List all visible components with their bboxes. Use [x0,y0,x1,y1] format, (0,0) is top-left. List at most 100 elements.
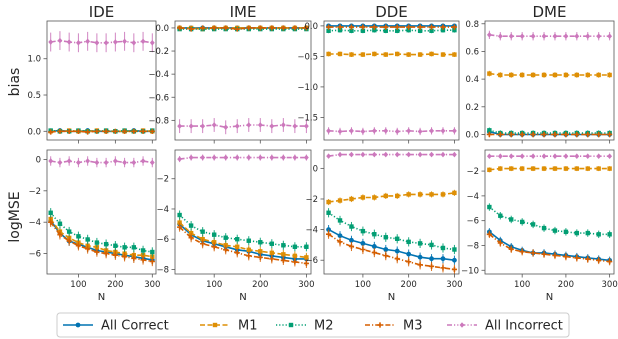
panel-r1-c0-point-m2 [122,245,127,250]
panel-r1-c1-point-m3 [269,256,275,262]
panel-r0-c1-ytick-label: −0.8 [148,116,169,126]
panel-r0-c0-point-m3 [66,128,72,134]
panel-r1-c3-point-all-incorrect [519,153,525,159]
panel-r0-c3-plot-area [486,30,613,138]
panel-r1-c2-point-all-incorrect [326,153,331,159]
panel-r0-c2-line-m1 [328,53,455,56]
panel-r1-c1-point-all-incorrect [177,156,183,162]
panel-r0-c3-point-m3 [574,131,580,138]
panel-r0-c2-point-m2 [440,27,446,33]
panel-r1-c1-point-m1 [258,249,263,254]
panel-r1-c2-plot-area [325,151,458,274]
panel-r1-c2-point-all-incorrect [417,151,423,158]
panel-r0-c2-point-m2 [326,28,331,33]
panel-r1-c0-point-m2 [57,221,63,226]
panel-r0-c0-point-all-incorrect [94,39,100,46]
panel-r1-c1-ytick-label: −2 [156,175,169,185]
panel-r1-c0-point-all-incorrect [94,159,100,166]
panel-r1-c1-point-m3 [246,253,252,259]
panel-r1-c1-point-m3 [188,235,194,241]
panel-r0-c3-ytick-label: 0.8 [465,20,479,30]
panel-r0-c2-point-m2 [349,28,354,33]
panel-r1-c3-point-m2 [530,222,536,227]
panel-r1-c0-point-m3 [75,243,82,249]
panel-r1-c0-xlabel: N [98,292,105,303]
panel-r1-c3-point-all-incorrect [585,153,591,159]
panel-r0-c2-point-all-incorrect [326,128,331,134]
panel-r0-c3-point-all-incorrect [596,33,602,40]
panel-r0-c2-point-m3 [383,24,389,30]
panel-r1-c2-point-m1 [349,196,354,202]
panel-r0-c1-point-all-incorrect [200,123,206,129]
panel-r1-c2-point-all-correct [429,256,434,262]
panel-r1-c3-point-m2 [607,232,612,237]
panel-r1-c3-series-m3 [486,230,613,266]
legend-label-m3: M3 [403,319,423,334]
panel-r1-c2-point-m2 [406,239,411,245]
panel-r1-c2-series-m1 [326,189,457,206]
panel-r1-c2-frame [323,149,460,275]
panel-r1-c0-line-m2 [50,212,153,253]
panel-r1-c1-point-all-incorrect [269,154,275,161]
panel-r1-c3-xlabel: N [546,292,553,303]
panel-r1-c3-point-m2 [541,225,547,231]
panel-r0-c3-ytick-label: 0.2 [465,103,479,113]
panel-r0-c0-point-m3 [149,128,155,134]
panel-r1-c2-point-all-incorrect [371,151,377,158]
panel-r0-c0-point-m3 [103,128,109,134]
panel-r0-c1-point-m3 [234,26,240,32]
panel-r1-c0-point-m2 [131,245,137,250]
panel-r1-c2-point-all-correct [406,251,412,257]
panel-r1-c2-point-all-incorrect [429,151,434,158]
panel-r1-c1-frame [174,149,312,275]
panel-r1-c1-point-all-incorrect [303,154,309,161]
panel-r1-c2-point-all-incorrect [383,151,389,158]
panel-r1-c0-line-all-incorrect [50,160,153,164]
panel-r0-c3-point-all-incorrect [563,33,569,40]
panel-r1-c2-point-m2 [349,224,354,229]
panel-r0-c3-point-m3 [596,131,602,138]
panel-r1-c3-ytick-label: −4 [466,192,479,202]
panel-r0-c3-point-m1 [541,72,547,78]
panel-r1-c2-point-all-incorrect [406,151,412,158]
panel-r1-c1-point-m3 [177,224,183,230]
panel-r1-c0-series-all-incorrect [48,156,155,168]
panel-r1-c3-point-m3 [530,250,536,256]
panel-r0-c3-point-all-incorrect [497,33,503,40]
legend-box [56,312,570,338]
panel-r1-c2-line-all-incorrect [328,153,455,157]
panel-r0-c1-point-all-incorrect [188,123,194,129]
subplot-grid: 0.0 0.5 1.0 IDE 0.0 −0.2 −0.4 −0.6 −0.8 IME 0.0 −0.… [27,3,617,303]
panel-r0-c0-ytick-label: 1.0 [27,55,41,65]
panel-r1-c3-point-all-incorrect [497,153,503,159]
panel-r1-c0-point-m2 [48,210,53,215]
panel-r0-c3-point-m1 [487,71,492,76]
panel-r1-c1-line-m1 [179,222,307,259]
legend-marker-m2 [288,322,294,328]
panel-r0-c1-line-all-incorrect [179,124,307,129]
panel-r1-c1-point-m3 [200,241,206,247]
panel-r1-c3-xtick-label: 100 [514,280,530,290]
panel-r1-c0-point-all-incorrect [57,159,63,166]
panel-r1-c2-point-all-incorrect [360,151,366,158]
panel-r0-c1: 0.0 −0.2 −0.4 −0.6 −0.8 IME [148,3,312,144]
panel-r1-c1-point-m2 [281,243,286,248]
panel-r1-c2-point-m2 [452,247,457,252]
panel-r1-c0-point-all-incorrect [103,159,109,166]
panel-r0-c3-point-m3 [530,131,536,138]
panel-r1-c3-point-m1 [509,166,514,171]
panel-r0-c3-ytick-label: 0.6 [465,47,479,57]
panel-r0-c0-point-m3 [94,128,100,134]
panel-r1-c0-point-all-incorrect [122,159,127,166]
panel-r1-c3-point-m3 [585,256,591,262]
panel-r0-c0-series-all-incorrect [48,31,155,53]
panel-r0-c2-point-m3 [440,24,446,30]
panel-r0-c2: 0.0 −0.5 −1.0 −1.5 DDE [297,3,460,144]
panel-r1-c0-line-m3 [50,221,153,263]
panel-r1-c0-point-m2 [103,241,109,247]
panel-r0-c3-point-m3 [585,131,591,138]
panel-r1-c2-point-m3 [428,263,435,269]
panel-r1-c2-point-all-correct [417,254,423,260]
panel-r0-c2-point-all-incorrect [337,128,343,135]
panel-r0-c2-point-m1 [360,52,366,57]
